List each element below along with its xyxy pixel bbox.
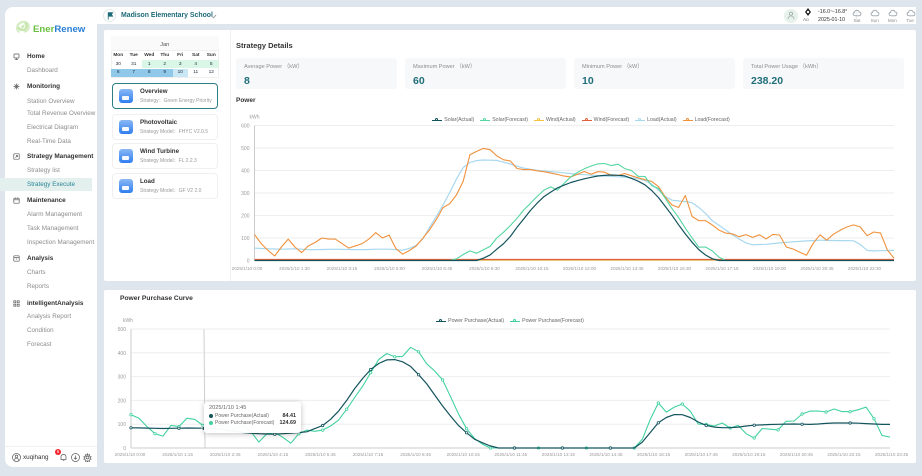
svg-text:2025/1/10 5:00: 2025/1/10 5:00 xyxy=(374,266,405,271)
svg-text:2025/1/10 5:45: 2025/1/10 5:45 xyxy=(305,452,336,457)
svg-text:2025/1/10 12:00: 2025/1/10 12:00 xyxy=(563,266,597,271)
svg-text:2025/1/10 19:15: 2025/1/10 19:15 xyxy=(732,452,766,457)
svg-text:2025/1/10 23:45: 2025/1/10 23:45 xyxy=(875,452,909,457)
svg-text:2025/1/10 22:30: 2025/1/10 22:30 xyxy=(848,266,882,271)
svg-text:2025/1/10 13:45: 2025/1/10 13:45 xyxy=(610,266,644,271)
svg-text:2025/1/10 19:00: 2025/1/10 19:00 xyxy=(753,266,787,271)
svg-text:600: 600 xyxy=(241,124,250,130)
svg-text:2025/1/10 11:45: 2025/1/10 11:45 xyxy=(494,452,527,457)
svg-text:2025/1/10 17:15: 2025/1/10 17:15 xyxy=(705,266,739,271)
svg-text:200: 200 xyxy=(241,214,250,220)
svg-text:2025/1/10 20:45: 2025/1/10 20:45 xyxy=(780,452,814,457)
svg-text:2025/1/10 22:15: 2025/1/10 22:15 xyxy=(827,452,861,457)
svg-text:0: 0 xyxy=(123,446,126,452)
svg-text:2025/1/10 10:15: 2025/1/10 10:15 xyxy=(515,266,549,271)
svg-text:2025/1/10 10:15: 2025/1/10 10:15 xyxy=(447,452,481,457)
svg-text:200: 200 xyxy=(118,398,127,404)
svg-text:100: 100 xyxy=(241,236,250,242)
svg-text:2025/1/10 13:15: 2025/1/10 13:15 xyxy=(542,452,576,457)
svg-text:2025/1/10 2:45: 2025/1/10 2:45 xyxy=(210,452,241,457)
svg-text:500: 500 xyxy=(118,327,127,333)
svg-text:100: 100 xyxy=(118,422,127,428)
svg-text:2025/1/10 6:45: 2025/1/10 6:45 xyxy=(422,266,453,271)
svg-text:2025/1/10 20:45: 2025/1/10 20:45 xyxy=(800,266,834,271)
svg-text:kWh: kWh xyxy=(123,318,133,324)
svg-text:2025/1/10 14:45: 2025/1/10 14:45 xyxy=(589,452,623,457)
svg-text:2025/1/10 16:15: 2025/1/10 16:15 xyxy=(637,452,671,457)
svg-text:300: 300 xyxy=(118,375,127,381)
svg-text:2025/1/10 7:15: 2025/1/10 7:15 xyxy=(353,452,384,457)
svg-text:2025/1/10 8:45: 2025/1/10 8:45 xyxy=(400,452,431,457)
svg-text:2025/1/10 0:00: 2025/1/10 0:00 xyxy=(115,452,146,457)
svg-text:400: 400 xyxy=(241,169,250,175)
svg-text:2025/1/10 4:15: 2025/1/10 4:15 xyxy=(257,452,288,457)
svg-text:2025/1/10 1:15: 2025/1/10 1:15 xyxy=(162,452,193,457)
svg-text:2025/1/10 15:30: 2025/1/10 15:30 xyxy=(658,266,692,271)
svg-text:2025/1/10 3:15: 2025/1/10 3:15 xyxy=(327,266,358,271)
svg-text:kWh: kWh xyxy=(250,115,260,121)
svg-text:2025/1/10 8:30: 2025/1/10 8:30 xyxy=(469,266,500,271)
svg-text:400: 400 xyxy=(118,351,127,357)
svg-text:2025/1/10 17:45: 2025/1/10 17:45 xyxy=(685,452,719,457)
svg-text:300: 300 xyxy=(241,191,250,197)
svg-text:500: 500 xyxy=(241,146,250,152)
svg-text:0: 0 xyxy=(247,259,250,265)
svg-text:2025/1/10 1:30: 2025/1/10 1:30 xyxy=(279,266,310,271)
svg-text:2025/1/10 0:00: 2025/1/10 0:00 xyxy=(232,266,263,271)
